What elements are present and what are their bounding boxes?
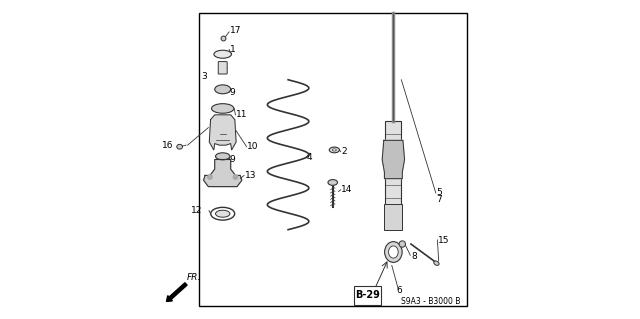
Text: 1: 1: [230, 45, 236, 54]
Text: 7: 7: [436, 195, 442, 204]
Bar: [385, 121, 401, 223]
Text: 2: 2: [341, 147, 347, 156]
Text: 12: 12: [191, 206, 203, 215]
Ellipse shape: [399, 241, 406, 247]
Ellipse shape: [216, 153, 230, 160]
Text: 3: 3: [201, 72, 207, 81]
Ellipse shape: [332, 149, 336, 151]
Ellipse shape: [329, 147, 339, 153]
Text: 13: 13: [244, 171, 256, 180]
Ellipse shape: [177, 144, 182, 149]
Text: FR.: FR.: [187, 273, 201, 282]
Text: 15: 15: [438, 236, 449, 245]
Text: 16: 16: [162, 141, 173, 150]
FancyArrow shape: [166, 283, 187, 301]
Ellipse shape: [216, 210, 230, 217]
Circle shape: [233, 175, 237, 179]
Polygon shape: [209, 115, 236, 150]
FancyBboxPatch shape: [218, 62, 227, 74]
Ellipse shape: [214, 50, 232, 58]
Text: S9A3 - B3000 B: S9A3 - B3000 B: [401, 297, 460, 306]
Ellipse shape: [434, 261, 439, 265]
Text: 8: 8: [411, 252, 417, 261]
Text: 6: 6: [397, 286, 403, 295]
Ellipse shape: [388, 246, 398, 258]
Text: 5: 5: [436, 189, 442, 197]
Ellipse shape: [212, 104, 234, 113]
Polygon shape: [204, 160, 242, 187]
Text: 9: 9: [230, 155, 236, 164]
Ellipse shape: [385, 242, 402, 262]
Text: B-29: B-29: [355, 290, 380, 300]
Text: 17: 17: [230, 26, 241, 35]
Text: 4: 4: [307, 153, 312, 162]
Circle shape: [208, 175, 212, 179]
Ellipse shape: [215, 85, 230, 94]
FancyBboxPatch shape: [355, 286, 381, 305]
Ellipse shape: [328, 180, 337, 185]
Text: 10: 10: [247, 142, 259, 151]
Text: 14: 14: [341, 185, 353, 194]
Text: 9: 9: [230, 88, 236, 97]
Polygon shape: [382, 140, 404, 179]
Text: 11: 11: [236, 110, 248, 119]
Bar: [385, 204, 403, 230]
Bar: [199, 13, 467, 306]
